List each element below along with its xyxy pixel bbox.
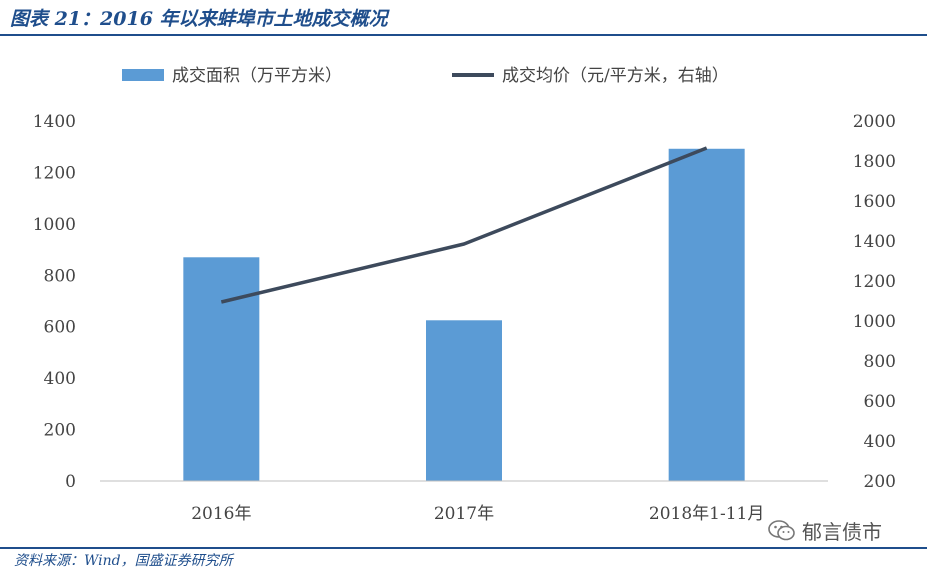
bar-series bbox=[183, 148, 745, 481]
legend: 成交面积（万平方米） 成交均价（元/平方米，右轴） bbox=[122, 66, 729, 86]
left-axis-ticks: 0 200 400 600 800 1000 1200 1400 bbox=[33, 112, 76, 492]
left-tick-label: 1400 bbox=[33, 112, 76, 132]
right-tick-label: 600 bbox=[864, 392, 896, 412]
right-tick-label: 1200 bbox=[853, 272, 896, 292]
right-tick-label: 1600 bbox=[853, 192, 896, 212]
legend-label-area: 成交面积（万平方米） bbox=[172, 66, 342, 86]
left-tick-label: 800 bbox=[44, 266, 76, 286]
right-tick-label: 1000 bbox=[853, 312, 896, 332]
x-tick-label: 2016年 bbox=[191, 504, 251, 524]
right-tick-label: 1800 bbox=[853, 152, 896, 172]
chart: 成交面积（万平方米） 成交均价（元/平方米，右轴） 0 200 400 600 800 1… bbox=[33, 66, 896, 524]
watermark: 郁言债市 bbox=[768, 516, 882, 545]
right-tick-label: 2000 bbox=[853, 112, 896, 132]
left-tick-label: 1000 bbox=[33, 215, 76, 235]
left-tick-label: 600 bbox=[44, 318, 76, 338]
watermark-text: 郁言债市 bbox=[802, 520, 882, 544]
left-tick-label: 200 bbox=[44, 421, 76, 441]
right-tick-label: 1400 bbox=[853, 232, 896, 252]
legend-label-price: 成交均价（元/平方米，右轴） bbox=[502, 66, 729, 86]
left-tick-label: 1200 bbox=[33, 163, 76, 183]
footer-divider bbox=[0, 547, 927, 549]
bar bbox=[668, 148, 745, 481]
right-tick-label: 400 bbox=[864, 432, 896, 452]
right-axis-ticks: 200 400 600 800 1000 1200 1400 1600 1800 2000 bbox=[853, 112, 896, 492]
right-tick-label: 200 bbox=[864, 472, 896, 492]
left-tick-label: 0 bbox=[65, 472, 76, 492]
line-series bbox=[220, 146, 708, 304]
x-tick-label: 2017年 bbox=[434, 504, 494, 524]
bar bbox=[426, 320, 502, 481]
bar bbox=[183, 257, 260, 481]
price-line bbox=[220, 146, 708, 304]
legend-swatch-area bbox=[122, 69, 164, 81]
x-tick-label: 2018年1-11月 bbox=[649, 504, 764, 524]
wechat-icon bbox=[768, 519, 795, 540]
left-tick-label: 400 bbox=[44, 369, 76, 389]
source-note: 资料来源：Wind，国盛证券研究所 bbox=[14, 553, 233, 569]
figure-title: 图表 21：2016 年以来蚌埠市土地成交概况 bbox=[10, 8, 388, 30]
right-tick-label: 800 bbox=[864, 352, 896, 372]
title-divider bbox=[0, 34, 927, 36]
x-axis-ticks: 2016年 2017年 2018年1-11月 bbox=[191, 504, 764, 524]
